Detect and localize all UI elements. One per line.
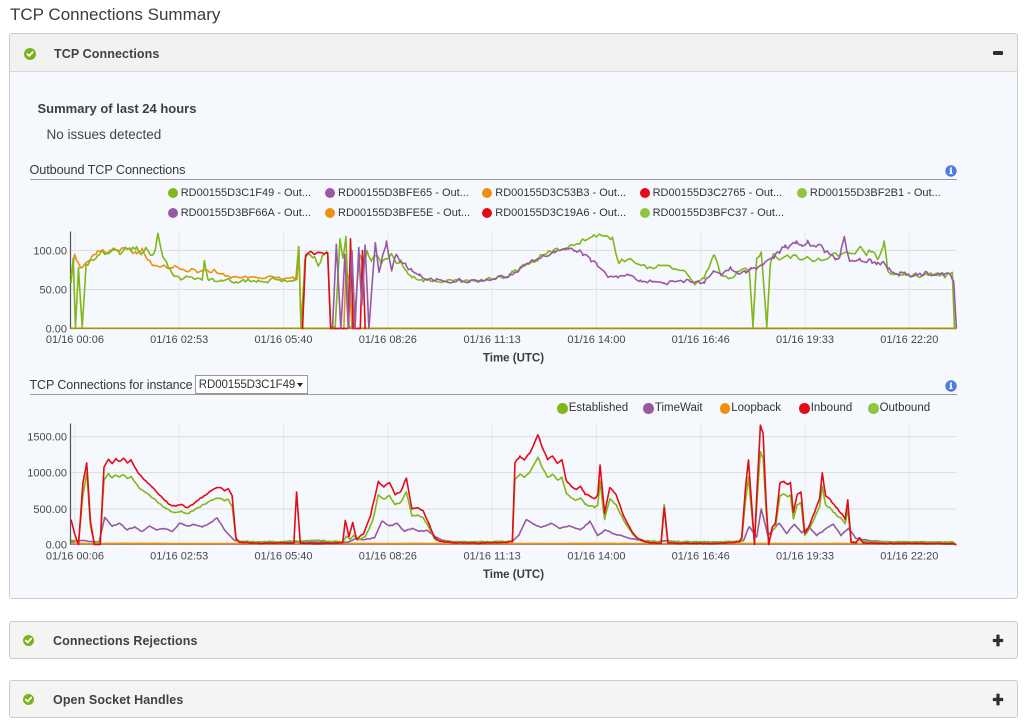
svg-text:01/16 11:13: 01/16 11:13 — [463, 551, 520, 563]
svg-text:01/16 22:20: 01/16 22:20 — [880, 334, 938, 346]
svg-text:01/16 00:06: 01/16 00:06 — [46, 334, 104, 346]
svg-text:01/16 11:13: 01/16 11:13 — [463, 334, 520, 346]
svg-text:Time (UTC): Time (UTC) — [483, 353, 544, 365]
svg-text:01/16 02:53: 01/16 02:53 — [150, 551, 208, 563]
svg-text:01/16 16:46: 01/16 16:46 — [672, 334, 730, 346]
svg-text:01/16 14:00: 01/16 14:00 — [567, 334, 625, 346]
svg-text:01/16 08:26: 01/16 08:26 — [359, 334, 417, 346]
svg-text:01/16 05:40: 01/16 05:40 — [254, 551, 312, 563]
svg-text:1500.00: 1500.00 — [27, 432, 67, 444]
svg-text:Time (UTC): Time (UTC) — [483, 569, 544, 581]
svg-text:0.00: 0.00 — [46, 324, 67, 336]
svg-text:50.00: 50.00 — [39, 285, 67, 297]
svg-text:1000.00: 1000.00 — [27, 468, 67, 480]
svg-text:0.00: 0.00 — [46, 540, 67, 552]
svg-text:500.00: 500.00 — [33, 504, 67, 516]
svg-text:01/16 16:46: 01/16 16:46 — [672, 551, 730, 563]
svg-text:01/16 19:33: 01/16 19:33 — [776, 551, 834, 563]
svg-text:01/16 08:26: 01/16 08:26 — [359, 551, 417, 563]
svg-text:01/16 00:06: 01/16 00:06 — [46, 551, 104, 563]
svg-text:01/16 22:20: 01/16 22:20 — [880, 551, 938, 563]
svg-text:100.00: 100.00 — [33, 246, 67, 258]
svg-text:01/16 02:53: 01/16 02:53 — [150, 334, 208, 346]
svg-text:01/16 14:00: 01/16 14:00 — [567, 551, 625, 563]
svg-text:01/16 05:40: 01/16 05:40 — [254, 334, 312, 346]
svg-text:01/16 19:33: 01/16 19:33 — [776, 334, 834, 346]
